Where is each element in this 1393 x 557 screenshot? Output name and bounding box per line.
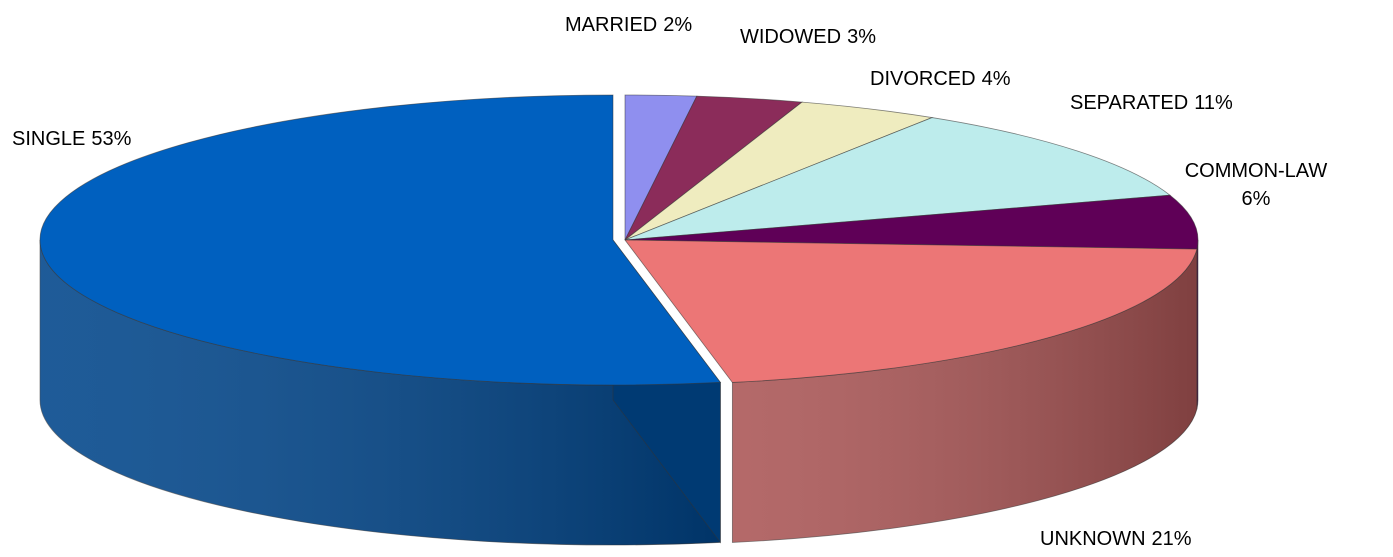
category-label: UNKNOWN <box>1040 528 1146 550</box>
slice <box>624 117 1172 241</box>
value-label: 6% <box>1242 188 1271 210</box>
slice-label: DIVORCED 4% <box>870 68 1011 90</box>
category-label: COMMON-LAW <box>1185 160 1328 182</box>
category-label: DIVORCED <box>870 68 976 90</box>
slice <box>39 94 722 386</box>
slice-label: WIDOWED 3% <box>740 26 876 48</box>
value-label: 11% <box>1194 92 1233 114</box>
slice-side-shade <box>40 240 721 545</box>
value-label: 2% <box>663 14 692 36</box>
labels: MARRIED 2% WIDOWED 3% DIVORCED 4% SEPARATED 11%… <box>12 14 1327 550</box>
slice-label: COMMON-LAW 6% <box>1185 160 1328 210</box>
slice <box>624 194 1199 250</box>
slice-label: UNKNOWN 21% <box>1040 528 1192 550</box>
slice <box>624 239 1198 383</box>
value-label: 3% <box>847 26 876 48</box>
slice-label: MARRIED 2% <box>565 14 692 36</box>
value-label: 53% <box>91 128 131 150</box>
category-label: SEPARATED <box>1070 92 1188 114</box>
category-label: SINGLE <box>12 128 85 150</box>
pie-sides <box>39 238 1199 546</box>
pie-tops <box>39 94 1199 386</box>
slice-label: SEPARATED 11% <box>1070 92 1233 114</box>
category-label: MARRIED <box>565 14 657 36</box>
value-label: 4% <box>982 68 1011 90</box>
slice-side-shade <box>732 249 1197 543</box>
category-label: WIDOWED <box>740 26 841 48</box>
slice-label: SINGLE 53% <box>12 128 132 150</box>
value-label: 21% <box>1152 528 1192 550</box>
